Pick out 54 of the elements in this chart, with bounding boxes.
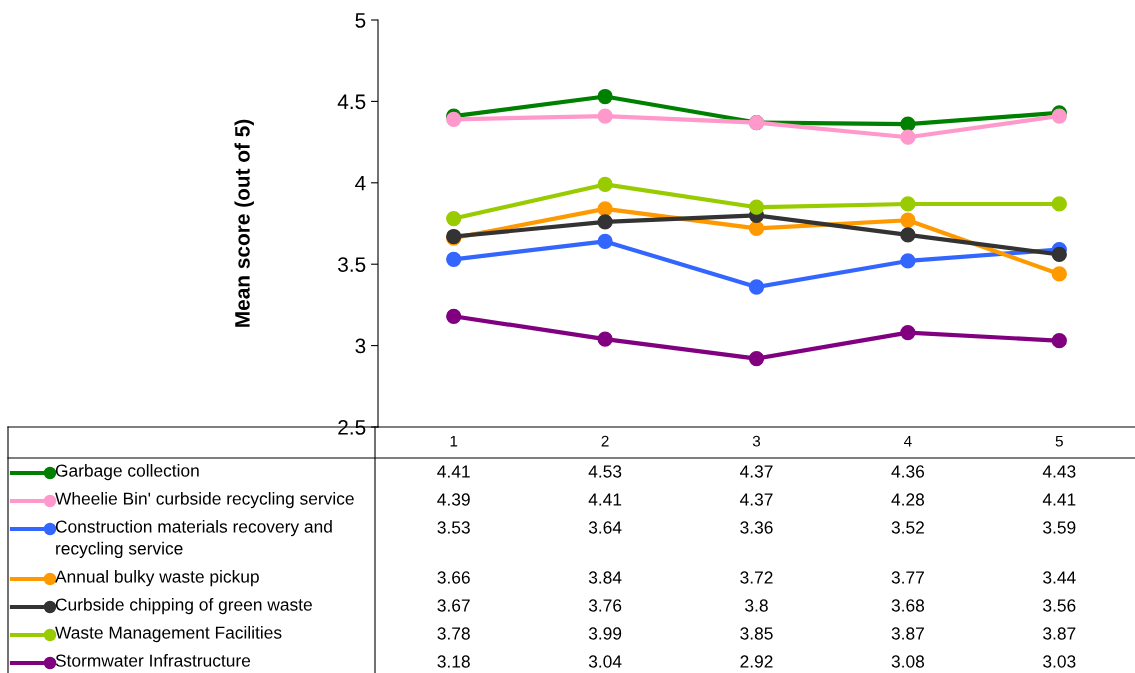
data-label: 4.37	[740, 493, 773, 506]
data-label: 3.18	[437, 655, 470, 668]
y-tick-label: 4.5	[337, 94, 366, 110]
data-label: 3.76	[588, 599, 622, 612]
y-axis-title: Mean score (out of 5)	[234, 119, 254, 327]
data-label: 3.03	[1043, 655, 1076, 668]
x-tick-label: 4	[904, 435, 912, 447]
data-label: 4.36	[891, 465, 925, 478]
y-tick-label: 3.5	[338, 257, 366, 272]
data-label: 4.37	[740, 465, 773, 478]
data-label: 3.77	[891, 571, 924, 584]
data-label: 3.08	[891, 655, 925, 668]
legend-label: Curbside chipping of green waste	[55, 598, 312, 615]
data-label: 3.56	[1043, 599, 1076, 612]
data-label: 4.41	[588, 493, 622, 506]
x-tick-label: 5	[1055, 435, 1063, 447]
data-label: 3.67	[437, 599, 470, 612]
data-label: 4.43	[1042, 465, 1076, 478]
data-label: 3.59	[1043, 521, 1076, 534]
y-tick-label: 4	[355, 176, 366, 191]
data-label: 3.78	[437, 627, 470, 640]
data-label: 3.99	[588, 627, 622, 640]
data-label: 3.44	[1043, 571, 1076, 584]
data-label: 2.92	[740, 655, 773, 668]
data-label: 3.87	[891, 627, 924, 640]
data-label: 3.84	[588, 571, 622, 584]
data-label: 3.87	[1043, 627, 1076, 640]
y-tick-label: 5	[355, 13, 366, 28]
data-label: 4.28	[891, 493, 925, 506]
data-label: 3.53	[437, 521, 470, 534]
legend-label: Wheelie Bin' curbside recycling service	[55, 492, 354, 509]
data-label: 3.64	[588, 521, 622, 534]
data-label: 3.8	[745, 599, 768, 612]
y-tick-label: 2.5	[338, 420, 366, 435]
data-label: 4.41	[1042, 493, 1076, 506]
legend-label: Garbage collection	[55, 464, 199, 481]
y-tick-label: 3	[355, 338, 366, 354]
legend-label: Waste Management Facilities	[55, 626, 282, 643]
data-label: 3.85	[740, 627, 773, 640]
legend-label: Annual bulky waste pickup	[55, 570, 259, 587]
data-label: 4.41	[437, 465, 470, 478]
data-label: 4.39	[437, 493, 470, 506]
data-label: 3.52	[891, 521, 924, 534]
data-label: 3.66	[437, 571, 470, 584]
x-tick-label: 1	[450, 435, 458, 447]
data-label: 3.72	[740, 571, 773, 584]
x-tick-label: 2	[601, 435, 609, 447]
data-label: 4.53	[588, 465, 622, 478]
data-label: 3.36	[740, 521, 773, 534]
legend-label: Construction materials recovery and recycling service	[55, 520, 332, 559]
legend-label: Stormwater Infrastructure	[55, 654, 251, 667]
data-label: 3.04	[588, 655, 622, 668]
data-label: 3.68	[891, 599, 925, 612]
x-tick-label: 3	[752, 435, 761, 447]
